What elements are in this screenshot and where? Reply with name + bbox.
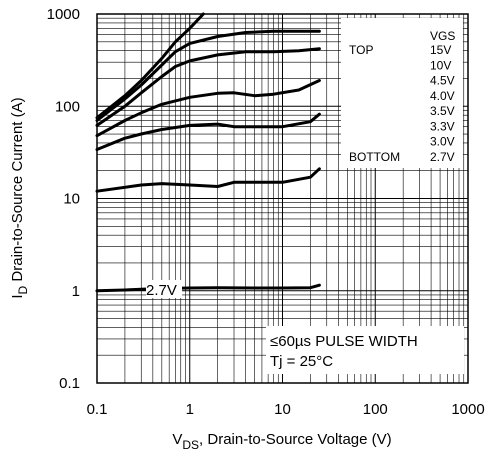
x-axis-title: VDS, Drain-to-Source Voltage (V) [172,431,391,452]
curve-label-box [146,280,182,298]
x-tick-label: 10 [274,401,291,418]
x-tick-label: 1 [186,401,194,418]
series-2-7v [95,283,321,293]
series-4-0v [95,79,321,138]
y-tick-label: 1 [72,283,80,300]
y-tick-label: 100 [55,98,80,115]
x-tick-labels: 0.1 1 10 100 1000 [87,401,485,418]
legend-entry: 15V [430,43,451,57]
y-tick-label: 1000 [47,6,80,23]
legend-entry: 4.5V [430,74,455,88]
legend-top-label: TOP [349,43,373,57]
x-axis-title-sub: DS [182,438,199,452]
legend-entry: 3.0V [430,135,455,149]
curve-label-2-7v: 2.7V [146,282,177,299]
plot-frame [96,13,469,384]
curves [95,12,321,293]
legend-entry: 3.3V [430,119,455,133]
x-tick-label: 100 [363,401,388,418]
series-4-5v [95,47,321,127]
legend-header: VGS [430,29,455,43]
y-tick-labels: 0.1 1 10 100 1000 [47,6,80,392]
x-tick-label: 0.1 [87,401,108,418]
legend-box [341,18,463,168]
legend-entry: 2.7V [430,150,455,164]
grid [96,14,468,384]
legend-entry: 3.5V [430,104,455,118]
y-axis-title-sub: D [16,285,30,294]
series-3-0v [95,167,321,193]
series-3-5v [95,112,321,151]
pulse-note: ≤60µs PULSE WIDTH [270,333,418,350]
y-tick-label: 0.1 [59,375,80,392]
y-axis-title: ID Drain-to-Source Current (A) [9,97,30,298]
x-tick-label: 1000 [451,401,484,418]
series-15v [95,12,205,120]
tj-note: Tj = 25°C [270,353,333,370]
pulse-note-box [266,326,464,374]
y-tick-label: 10 [63,191,80,208]
legend-entry: 10V [430,58,451,72]
legend-bottom-label: BOTTOM [349,150,400,164]
legend-entry: 4.0V [430,89,455,103]
series-10v [95,29,321,122]
